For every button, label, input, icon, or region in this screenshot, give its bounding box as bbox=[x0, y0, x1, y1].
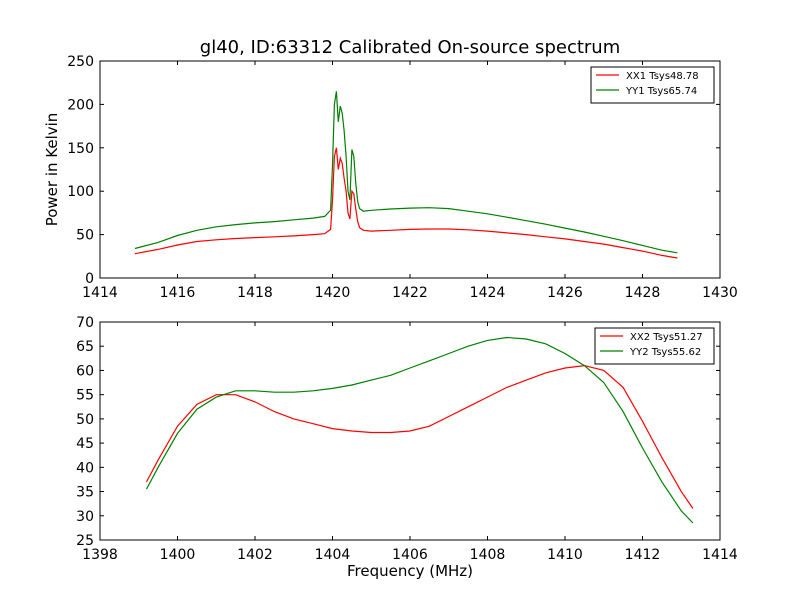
x-tick-label: 1430 bbox=[702, 285, 738, 301]
series-line-yy bbox=[145, 336, 694, 524]
x-tick-label: 1414 bbox=[82, 285, 118, 301]
x-tick-label: 1414 bbox=[702, 547, 738, 563]
x-tick-label: 1424 bbox=[470, 285, 506, 301]
x-tick-label: 1406 bbox=[392, 547, 428, 563]
y-tick-label: 200 bbox=[67, 97, 94, 113]
legend-label: XX1 Tsys48.78 bbox=[626, 71, 699, 82]
legend-label: YY2 Tsys55.62 bbox=[629, 347, 701, 358]
x-tick-label: 1410 bbox=[547, 547, 583, 563]
y-tick-label: 70 bbox=[76, 315, 94, 331]
y-tick-label: 35 bbox=[76, 485, 94, 501]
y-tick-label: 45 bbox=[76, 436, 94, 452]
top-panel: 1414 1416 1418 1420 1422 1424 1426 1428 1430 0 50 1… bbox=[43, 54, 738, 301]
x-tick-label: 1412 bbox=[625, 547, 661, 563]
legend-label: XX2 Tsys51.27 bbox=[630, 332, 703, 343]
y-axis-label: Power in Kelvin bbox=[43, 113, 61, 227]
y-tick-label: 30 bbox=[76, 509, 94, 525]
axes-frame bbox=[99, 321, 721, 541]
y-tick-label: 65 bbox=[76, 339, 94, 355]
y-tick-label: 50 bbox=[76, 228, 94, 244]
x-axis-label: Frequency (MHz) bbox=[347, 562, 473, 580]
y-tick-label: 250 bbox=[67, 54, 94, 70]
y-tick-label: 25 bbox=[76, 533, 94, 549]
x-tick-label: 1416 bbox=[160, 285, 196, 301]
legend-box bbox=[594, 327, 715, 365]
axes-frame bbox=[99, 60, 721, 279]
x-tick-label: 1404 bbox=[315, 547, 351, 563]
legend-box bbox=[590, 66, 715, 104]
y-tick-label: 50 bbox=[76, 412, 94, 428]
y-tick-label: 55 bbox=[76, 388, 94, 404]
bottom-panel: 1398 1400 1402 1404 1406 1408 1410 1412 1414 25 30… bbox=[76, 315, 738, 580]
series-line-yy bbox=[134, 91, 678, 254]
series-line-xx bbox=[134, 147, 678, 259]
x-tick-label: 1402 bbox=[237, 547, 273, 563]
x-tick-label: 1418 bbox=[237, 285, 273, 301]
y-tick-label: 60 bbox=[76, 363, 94, 379]
y-tick-label: 40 bbox=[76, 460, 94, 476]
x-tick-label: 1422 bbox=[392, 285, 428, 301]
x-tick-label: 1420 bbox=[315, 285, 351, 301]
y-tick-label: 150 bbox=[67, 141, 94, 157]
series-line-xx bbox=[145, 364, 694, 509]
y-tick-label: 0 bbox=[85, 271, 94, 287]
x-tick-label: 1426 bbox=[547, 285, 583, 301]
x-tick-label: 1428 bbox=[625, 285, 661, 301]
x-tick-label: 1398 bbox=[82, 547, 118, 563]
x-tick-label: 1400 bbox=[160, 547, 196, 563]
y-tick-label: 100 bbox=[67, 184, 94, 200]
x-tick-label: 1408 bbox=[470, 547, 506, 563]
legend-label: YY1 Tsys65.74 bbox=[625, 86, 697, 97]
chart-title: gl40, ID:63312 Calibrated On-source spec… bbox=[200, 37, 620, 58]
